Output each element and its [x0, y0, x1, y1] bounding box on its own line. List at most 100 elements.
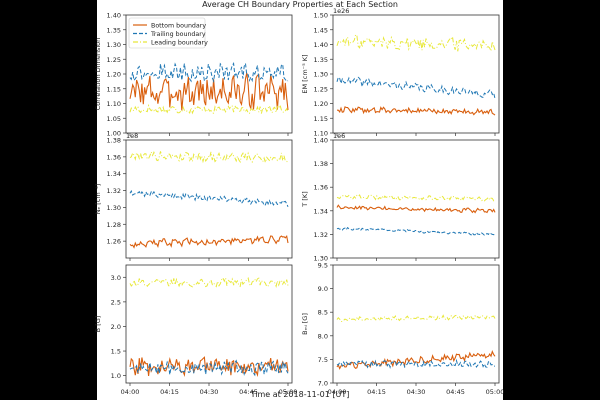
legend: Bottom boundary Trailing boundaryLeading … — [128, 17, 208, 49]
panel-1: 1.00 1.05 1.10 1.15 1.20 1.25 1.30 1.35 1.40 Corr… — [94, 12, 293, 138]
ytick-label: 1.50 — [314, 12, 328, 20]
series-line-leading — [129, 150, 289, 165]
xtick-label: 04:00 — [121, 388, 140, 396]
ytick-label: 1.05 — [107, 115, 121, 123]
ylabel: Nₑ [cm⁻³] — [94, 184, 102, 215]
figure-xlabel: Time at 2018-11-01 [UT] — [250, 390, 350, 399]
xtick-label: 04:45 — [239, 388, 258, 396]
ytick-label: 1.20 — [107, 71, 121, 79]
ytick-label: 1.32 — [107, 187, 121, 195]
ytick-label: 3.0 — [111, 274, 121, 282]
ylabel: EM [cm⁻⁵ K] — [301, 54, 309, 93]
figure-canvas — [97, 0, 503, 400]
ytick-label: 7.0 — [318, 380, 328, 388]
ytick-label: 9.5 — [318, 262, 328, 270]
xtick-label: 04:30 — [407, 388, 426, 396]
ytick-label: 1.10 — [314, 130, 328, 138]
ylabel: Correlation Dimension — [94, 38, 102, 110]
legend-label: Trailing boundary — [150, 31, 206, 38]
axes-frame — [125, 264, 293, 384]
figure-title: Average CH Boundary Properties at Each S… — [202, 0, 398, 9]
series-line-bottom — [129, 234, 289, 249]
series-line-leading — [336, 33, 496, 53]
series-line-bottom — [337, 106, 496, 116]
ytick-label: 1.25 — [107, 56, 121, 64]
ytick-label: 8.5 — [318, 309, 328, 317]
ytick-label: 1.10 — [107, 100, 121, 108]
ytick-label: 1.38 — [314, 160, 328, 168]
xtick-label: 04:15 — [367, 388, 386, 396]
xtick-label: 04:00 — [328, 388, 347, 396]
series-line-leading — [336, 194, 496, 202]
ytick-label: 1.25 — [314, 85, 328, 93]
series-line-bottom — [129, 72, 289, 111]
ytick-label: 1.0 — [111, 372, 121, 380]
ytick-label: 1.36 — [107, 153, 121, 161]
ytick-label: 2.5 — [111, 298, 121, 306]
ytick-label: 1.15 — [107, 85, 121, 93]
legend-label: Bottom boundary — [151, 22, 206, 29]
ytick-label: 1.35 — [314, 56, 328, 64]
panel-4: 1.30 1.32 1.34 1.36 1.38 1.40 T [K] 1e6 — [301, 132, 500, 263]
ylabel: T [K] — [301, 191, 309, 207]
series-line-trailing — [129, 359, 289, 377]
series-line-leading — [336, 314, 496, 322]
series-line-bottom — [336, 204, 496, 214]
ytick-label: 1.20 — [314, 100, 328, 108]
series-line-leading — [129, 276, 289, 288]
xtick-label: 05:00 — [486, 388, 505, 396]
ytick-label: 8.0 — [318, 332, 328, 340]
axes-frame — [332, 14, 500, 134]
ytick-label: 1.38 — [107, 137, 121, 145]
ytick-label: 1.36 — [314, 184, 328, 192]
series-line-trailing — [336, 226, 496, 236]
offset-label: 1e8 — [126, 132, 138, 140]
axes-frame — [332, 139, 500, 259]
xtick-label: 05:00 — [279, 388, 298, 396]
xtick-label: 04:30 — [200, 388, 219, 396]
ylabel: Bₘₗ [G] — [301, 313, 309, 335]
series-line-leading — [129, 103, 289, 115]
ytick-label: 1.00 — [107, 130, 121, 138]
offset-label: 1e26 — [333, 7, 349, 15]
ytick-label: 1.30 — [107, 204, 121, 212]
ytick-label: 1.34 — [107, 170, 121, 178]
ytick-label: 1.40 — [107, 12, 121, 20]
series-line-trailing — [336, 358, 496, 370]
xtick-label: 04:45 — [446, 388, 465, 396]
ytick-label: 1.32 — [314, 231, 328, 239]
axes-frame — [332, 264, 500, 384]
ytick-label: 1.28 — [107, 221, 121, 229]
ytick-label: 1.15 — [314, 115, 328, 123]
offset-label: 1e6 — [333, 132, 345, 140]
ytick-label: 1.26 — [107, 238, 121, 246]
ytick-label: 1.34 — [314, 207, 328, 215]
axes-frame — [125, 139, 293, 259]
ytick-label: 1.40 — [314, 137, 328, 145]
legend-box — [128, 17, 206, 49]
panel-2: 1.10 1.15 1.20 1.25 1.30 1.35 1.40 1.45 1.50 EM [… — [301, 7, 500, 138]
series-line-trailing — [336, 76, 496, 99]
legend-label: Leading boundary — [151, 39, 208, 46]
xtick-label: 04:15 — [160, 388, 179, 396]
series-line-bottom — [129, 356, 289, 378]
ytick-label: 2.0 — [111, 323, 121, 331]
panels-group: 1.00 1.05 1.10 1.15 1.20 1.25 1.30 1.35 1.40 Corr… — [94, 7, 504, 396]
ytick-label: 7.5 — [318, 356, 328, 364]
panel-5: 1.0 1.5 2.0 2.5 3.0 04:00 04:15 04:30 04:45 05:00… — [94, 264, 298, 396]
ylabel: B [G] — [94, 316, 102, 333]
ytick-label: 1.45 — [314, 26, 328, 34]
series-line-trailing — [129, 61, 289, 84]
series-line-trailing — [129, 189, 289, 207]
ytick-label: 9.0 — [318, 285, 328, 293]
panel-3: 1.26 1.28 1.30 1.32 1.34 1.36 1.38 Nₑ [cm⁻³] 1e8 — [94, 132, 293, 261]
panel-6: 7.0 7.5 8.0 8.5 9.0 9.5 04:00 04:15 04:30 04:45 05… — [301, 262, 504, 397]
axes-frame — [125, 14, 293, 134]
ytick-label: 1.35 — [107, 26, 121, 34]
ytick-label: 1.30 — [314, 255, 328, 263]
ytick-label: 1.30 — [314, 71, 328, 79]
ytick-label: 1.30 — [107, 41, 121, 49]
ytick-label: 1.5 — [111, 348, 121, 356]
ytick-label: 1.40 — [314, 41, 328, 49]
